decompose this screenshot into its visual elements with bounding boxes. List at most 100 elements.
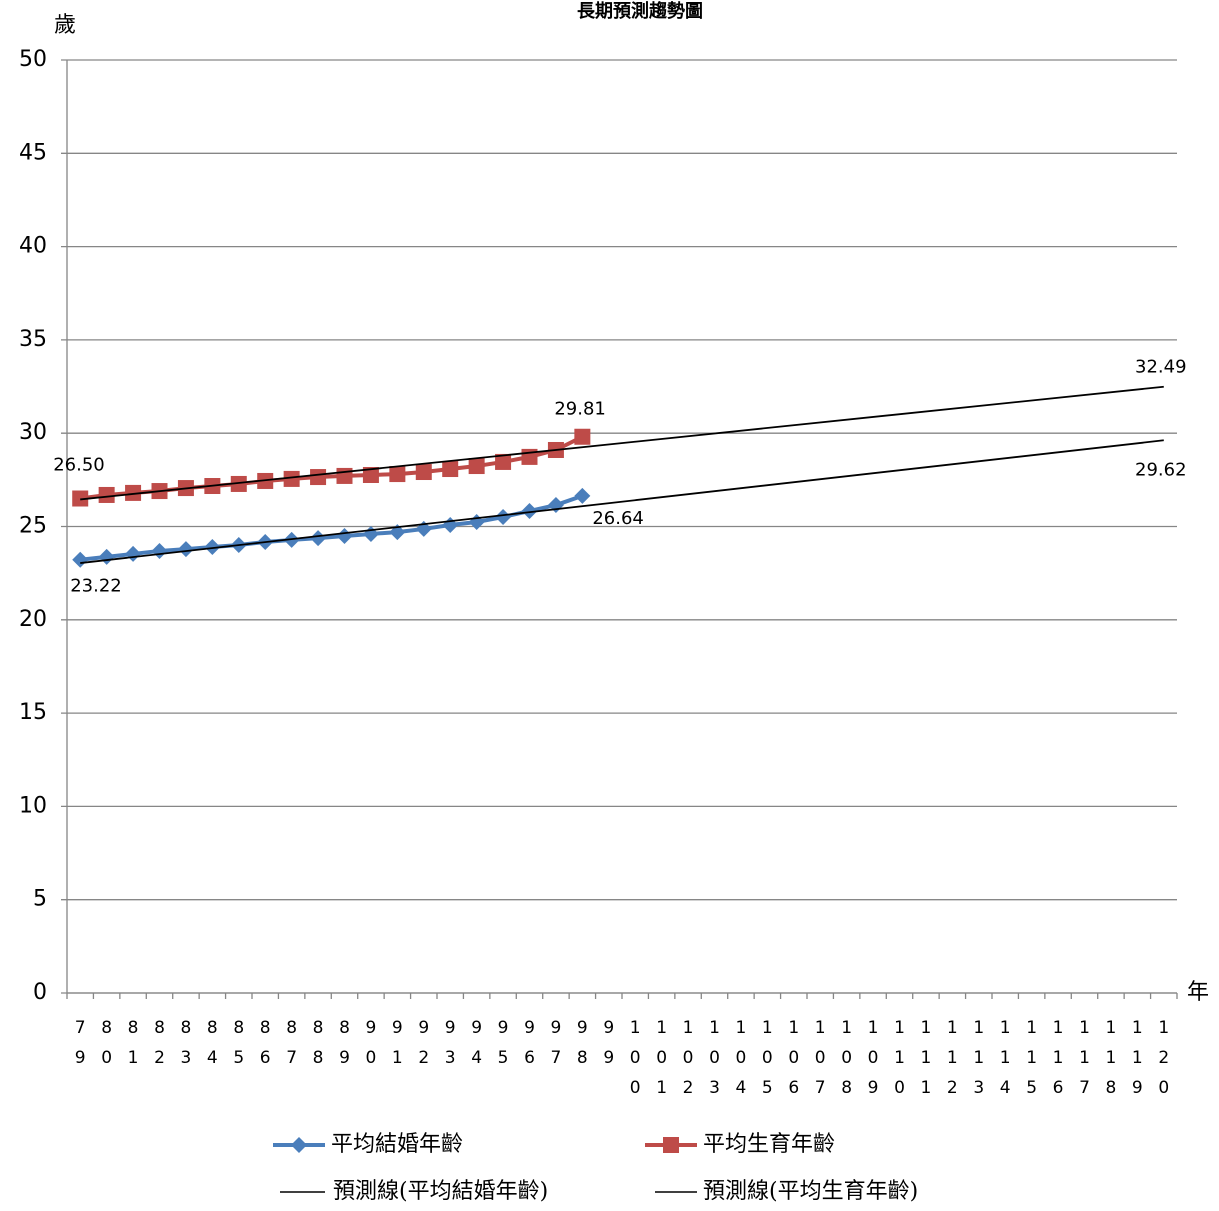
- x-tick-label: 94: [467, 1018, 487, 1078]
- marker: [574, 428, 591, 445]
- x-tick-label: 111: [916, 1018, 936, 1108]
- marker: [125, 484, 142, 501]
- x-tick-label: 108: [837, 1018, 857, 1108]
- x-tick-label: 117: [1075, 1018, 1095, 1108]
- data-label: 32.49: [1135, 357, 1187, 378]
- y-tick-label: 25: [19, 514, 47, 539]
- marker: [442, 517, 459, 534]
- x-tick-label: 114: [995, 1018, 1015, 1108]
- x-tick-label: 79: [70, 1018, 90, 1078]
- marker: [98, 548, 115, 565]
- x-tick-label: 115: [1022, 1018, 1042, 1108]
- x-tick-label: 92: [414, 1018, 434, 1078]
- x-tick-label: 100: [625, 1018, 645, 1108]
- y-tick-label: 30: [19, 420, 47, 445]
- data-label: 26.50: [53, 455, 105, 476]
- x-tick-label: 107: [810, 1018, 830, 1108]
- marker: [98, 486, 115, 503]
- x-tick-label: 91: [387, 1018, 407, 1078]
- x-tick-label: 99: [599, 1018, 619, 1078]
- marker: [468, 458, 485, 475]
- x-tick-label: 98: [572, 1018, 592, 1078]
- legend-label: 平均結婚年齡: [331, 1132, 463, 1157]
- x-tick-label: 119: [1127, 1018, 1147, 1108]
- y-tick-label: 20: [19, 607, 47, 632]
- x-tick-label: 80: [97, 1018, 117, 1078]
- trend-line: [80, 439, 1164, 564]
- marker: [151, 542, 168, 559]
- x-tick-label: 85: [229, 1018, 249, 1078]
- x-tick-label: 120: [1154, 1018, 1174, 1108]
- x-tick-label: 112: [942, 1018, 962, 1108]
- x-tick-label: 118: [1101, 1018, 1121, 1108]
- x-tick-label: 93: [440, 1018, 460, 1078]
- marker: [389, 466, 406, 483]
- marker: [547, 497, 564, 514]
- data-label: 29.81: [554, 399, 606, 420]
- x-tick-label: 104: [731, 1018, 751, 1108]
- x-tick-label: 102: [678, 1018, 698, 1108]
- x-tick-label: 83: [176, 1018, 196, 1078]
- marker: [125, 545, 142, 562]
- marker: [521, 503, 538, 520]
- x-tick-label: 87: [282, 1018, 302, 1078]
- marker: [442, 461, 459, 478]
- chart-title: 長期預測趨勢圖: [577, 0, 703, 22]
- trend-line: [80, 385, 1164, 501]
- x-tick-label: 116: [1048, 1018, 1068, 1108]
- marker: [468, 514, 485, 531]
- data-label: 29.62: [1135, 459, 1187, 480]
- marker: [362, 525, 379, 542]
- x-tick-label: 106: [784, 1018, 804, 1108]
- data-label: 26.64: [592, 508, 644, 529]
- x-tick-label: 105: [757, 1018, 777, 1108]
- x-tick-label: 97: [546, 1018, 566, 1078]
- y-tick-label: 45: [19, 140, 47, 165]
- marker: [574, 487, 591, 504]
- marker: [204, 539, 221, 556]
- x-tick-label: 113: [969, 1018, 989, 1108]
- y-tick-label: 40: [19, 234, 47, 259]
- x-tick-label: 103: [705, 1018, 725, 1108]
- x-tick-label: 109: [863, 1018, 883, 1108]
- legend-marker: [663, 1137, 679, 1153]
- marker: [310, 469, 327, 486]
- marker: [283, 470, 300, 487]
- legend-label: 預測線(平均生育年齡): [703, 1179, 918, 1204]
- x-tick-label: 88: [308, 1018, 328, 1078]
- marker: [72, 551, 89, 568]
- data-label: 23.22: [70, 576, 122, 597]
- x-tick-label: 101: [652, 1018, 672, 1108]
- y-tick-label: 10: [19, 793, 47, 818]
- y-tick-label: 15: [19, 700, 47, 725]
- y-axis-label: 歲: [54, 13, 76, 38]
- marker: [336, 528, 353, 545]
- x-tick-label: 110: [890, 1018, 910, 1108]
- x-tick-label: 84: [202, 1018, 222, 1078]
- marker: [362, 466, 379, 483]
- legend-label: 平均生育年齡: [703, 1132, 835, 1157]
- legend-label: 預測線(平均結婚年齡): [333, 1179, 548, 1204]
- x-tick-label: 81: [123, 1018, 143, 1078]
- y-tick-label: 50: [19, 47, 47, 72]
- marker: [495, 508, 512, 525]
- marker: [495, 453, 512, 470]
- marker: [310, 530, 327, 547]
- marker: [177, 541, 194, 558]
- marker: [336, 467, 353, 484]
- marker: [230, 475, 247, 492]
- y-tick-label: 35: [19, 327, 47, 352]
- y-tick-label: 5: [33, 887, 47, 912]
- x-tick-label: 86: [255, 1018, 275, 1078]
- marker: [72, 490, 89, 507]
- x-tick-label: 95: [493, 1018, 513, 1078]
- x-tick-label: 96: [520, 1018, 540, 1078]
- x-tick-label: 90: [361, 1018, 381, 1078]
- x-tick-label: 82: [150, 1018, 170, 1078]
- x-tick-label: 89: [335, 1018, 355, 1078]
- marker: [415, 464, 432, 481]
- legend-marker: [291, 1137, 307, 1153]
- y-tick-label: 0: [33, 980, 47, 1005]
- x-axis-label: 年: [1187, 980, 1209, 1005]
